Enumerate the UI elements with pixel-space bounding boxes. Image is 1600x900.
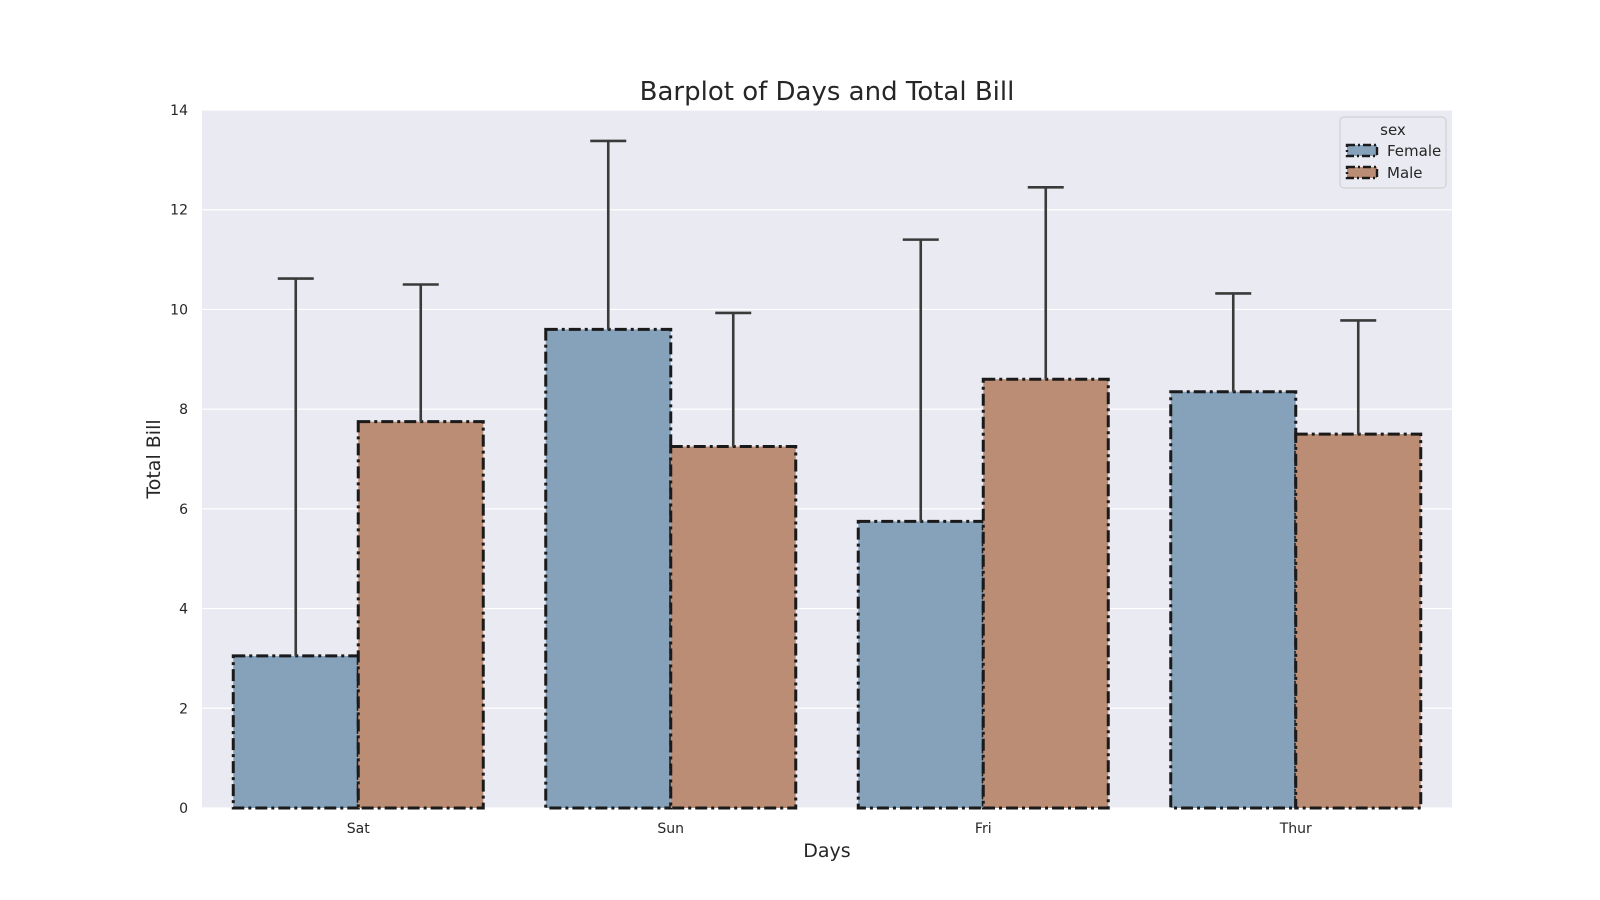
- y-tick-label: 4: [179, 602, 188, 618]
- bar-male-fri: [981, 377, 1110, 810]
- bar-male-sat: [356, 420, 485, 810]
- legend-title: sex: [1380, 121, 1406, 139]
- legend-label-male: Male: [1387, 164, 1423, 182]
- y-tick-label: 8: [179, 402, 188, 418]
- chart-title: Barplot of Days and Total Bill: [640, 77, 1015, 107]
- x-tick-label: Fri: [975, 821, 992, 837]
- y-axis-ticks: 0 2 4 6 8 10 12 14: [170, 103, 188, 817]
- bar-female-fri: [856, 519, 985, 810]
- y-tick-label: 10: [170, 302, 188, 318]
- x-tick-label: Sat: [347, 821, 370, 837]
- y-tick-label: 6: [179, 502, 188, 518]
- bar-female-sat: [231, 654, 360, 810]
- y-tick-label: 2: [179, 701, 188, 717]
- y-tick-label: 14: [170, 103, 188, 119]
- x-axis-label: Days: [803, 840, 850, 862]
- bars: [231, 327, 1423, 810]
- bar-male-sun: [669, 445, 798, 810]
- x-tick-label: Thur: [1279, 821, 1312, 837]
- y-tick-label: 12: [170, 203, 188, 219]
- legend: sex Female Male: [1339, 116, 1447, 189]
- legend-swatch-female: [1345, 143, 1379, 158]
- bar-male-thur: [1294, 432, 1423, 810]
- bar-female-thur: [1169, 390, 1298, 810]
- x-tick-label: Sun: [657, 821, 684, 837]
- legend-swatch-male: [1345, 165, 1379, 180]
- x-axis-ticks: Sat Sun Fri Thur: [347, 821, 1312, 837]
- y-tick-label: 0: [179, 801, 188, 817]
- bar-female-sun: [544, 327, 673, 810]
- y-axis-label: Total Bill: [143, 419, 165, 499]
- legend-label-female: Female: [1387, 142, 1441, 160]
- error-bars: [277, 139, 1377, 656]
